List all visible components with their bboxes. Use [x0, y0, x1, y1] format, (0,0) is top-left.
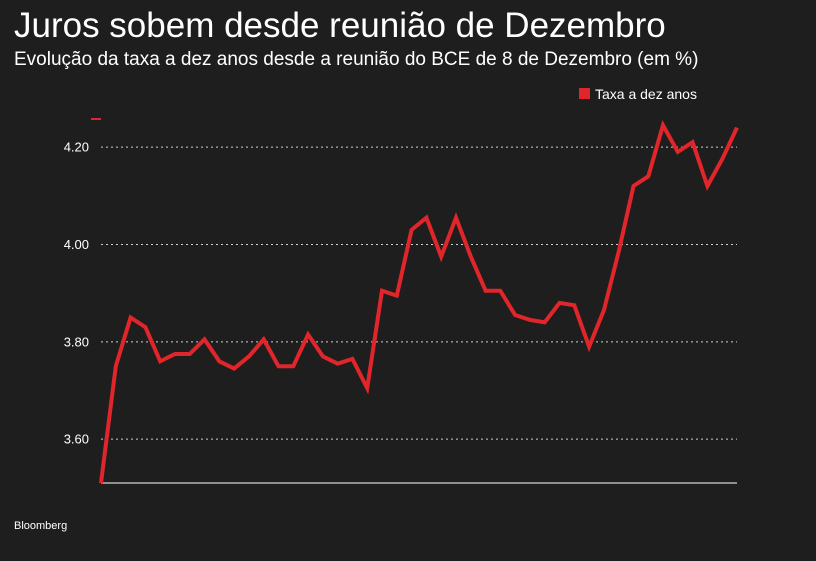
series-layer: [99, 120, 739, 484]
y-tick-label: 3.80: [64, 334, 89, 349]
chart-title: Juros sobem desde reunião de Dezembro: [14, 6, 666, 45]
legend: Taxa a dez anos: [579, 86, 697, 102]
y-tick-label: 3.60: [64, 432, 89, 447]
legend-swatch: [579, 88, 590, 99]
legend-label: Taxa a dez anos: [595, 86, 697, 102]
source-credit: Bloomberg: [14, 520, 68, 532]
series-line: [99, 120, 739, 484]
grid-lines: [101, 146, 737, 440]
y-tick-label: 4.20: [64, 140, 89, 155]
chart-subtitle: Evolução da taxa a dez anos desde a reun…: [14, 49, 699, 70]
y-axis-ticks: 3.60 3.80 4.00 4.20: [64, 140, 89, 447]
y-tick-label: 4.00: [64, 237, 89, 252]
